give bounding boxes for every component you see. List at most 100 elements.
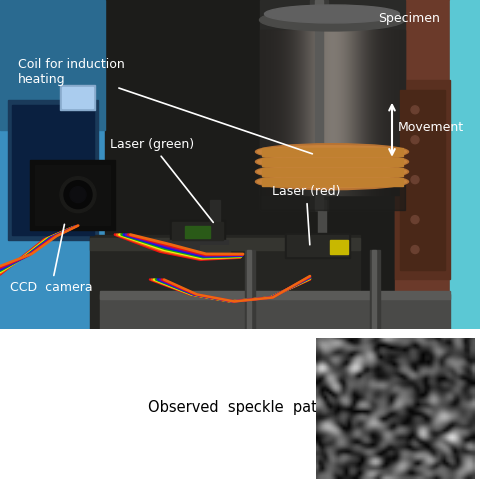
- Bar: [383, 30, 384, 195]
- Bar: [315, 30, 316, 195]
- Circle shape: [70, 186, 86, 203]
- Bar: [403, 30, 404, 195]
- Bar: [90, 238, 360, 249]
- Bar: [323, 30, 324, 195]
- Ellipse shape: [257, 176, 407, 188]
- Bar: [367, 30, 368, 195]
- Text: Laser (red): Laser (red): [272, 185, 340, 245]
- Bar: [328, 30, 329, 195]
- Bar: [274, 30, 275, 195]
- Bar: [100, 291, 450, 300]
- Bar: [338, 30, 339, 195]
- Bar: [330, 30, 331, 195]
- Bar: [381, 30, 382, 195]
- Bar: [286, 30, 287, 195]
- Bar: [333, 30, 334, 195]
- Bar: [285, 233, 350, 258]
- Bar: [279, 30, 280, 195]
- Bar: [325, 30, 326, 195]
- Bar: [310, 30, 311, 195]
- Bar: [309, 30, 310, 195]
- Bar: [380, 30, 381, 195]
- Bar: [392, 30, 393, 195]
- Bar: [320, 30, 321, 195]
- Bar: [375, 30, 376, 195]
- Bar: [357, 30, 358, 195]
- Bar: [346, 30, 347, 195]
- Bar: [337, 30, 338, 195]
- Bar: [395, 0, 450, 329]
- Bar: [368, 30, 369, 195]
- Bar: [360, 30, 361, 195]
- Bar: [398, 30, 399, 195]
- Bar: [292, 30, 293, 195]
- Bar: [200, 244, 230, 255]
- Bar: [372, 30, 373, 195]
- Bar: [370, 30, 371, 195]
- Bar: [284, 30, 285, 195]
- Bar: [385, 30, 386, 195]
- Bar: [90, 235, 360, 329]
- Bar: [326, 30, 327, 195]
- Bar: [366, 30, 367, 195]
- Circle shape: [411, 136, 419, 144]
- Ellipse shape: [255, 154, 408, 170]
- Text: Laser (green): Laser (green): [110, 138, 213, 223]
- Bar: [336, 30, 337, 195]
- Bar: [348, 30, 349, 195]
- Ellipse shape: [255, 163, 408, 180]
- Bar: [262, 168, 403, 176]
- Bar: [304, 30, 305, 195]
- Bar: [300, 30, 301, 195]
- Bar: [308, 30, 309, 195]
- Bar: [316, 30, 317, 195]
- Bar: [298, 30, 299, 195]
- Bar: [354, 30, 355, 195]
- Bar: [310, 0, 328, 210]
- Bar: [8, 100, 98, 240]
- Bar: [275, 30, 276, 195]
- Text: Specimen: Specimen: [378, 12, 440, 25]
- Bar: [327, 30, 328, 195]
- Bar: [168, 240, 228, 249]
- Bar: [343, 30, 344, 195]
- Bar: [296, 30, 297, 195]
- Bar: [379, 30, 380, 195]
- Bar: [285, 30, 286, 195]
- Text: Movement: Movement: [398, 121, 464, 134]
- Bar: [376, 30, 377, 195]
- Bar: [262, 148, 403, 156]
- Bar: [12, 105, 94, 235]
- Bar: [305, 30, 306, 195]
- Bar: [372, 249, 376, 329]
- Circle shape: [411, 216, 419, 224]
- Bar: [335, 30, 336, 195]
- Bar: [293, 30, 294, 195]
- Bar: [386, 30, 387, 195]
- Bar: [344, 30, 345, 195]
- Bar: [377, 30, 378, 195]
- Bar: [330, 240, 348, 254]
- Bar: [0, 0, 105, 130]
- Bar: [347, 30, 348, 195]
- Bar: [210, 200, 220, 249]
- Bar: [297, 30, 298, 195]
- Bar: [394, 30, 395, 195]
- Bar: [356, 30, 357, 195]
- Bar: [352, 30, 353, 195]
- Bar: [397, 30, 398, 195]
- Circle shape: [411, 176, 419, 183]
- Bar: [287, 30, 288, 195]
- Bar: [277, 30, 278, 195]
- Circle shape: [411, 245, 419, 254]
- Bar: [62, 87, 93, 108]
- Bar: [267, 30, 268, 195]
- Bar: [270, 30, 271, 195]
- Ellipse shape: [260, 9, 405, 31]
- Ellipse shape: [257, 146, 407, 158]
- Bar: [291, 30, 292, 195]
- Bar: [245, 249, 255, 329]
- Bar: [319, 30, 320, 195]
- Bar: [384, 30, 385, 195]
- Bar: [170, 220, 225, 242]
